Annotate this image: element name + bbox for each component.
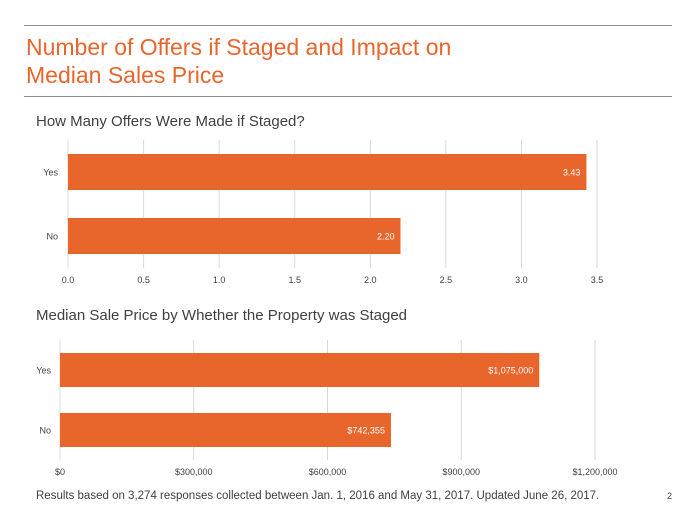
x-tick-label: 1.0 (213, 275, 226, 285)
x-tick-label: 2.0 (364, 275, 377, 285)
offers-bar-chart: 0.0 0.5 1.0 1.5 2.0 2.5 3.0 3.5 3.43 Yes 2.20 No (43, 140, 604, 285)
price-bar-chart: $0 $300,000 $600,000 $900,000 $1,200,000 $1,0… (36, 340, 618, 477)
x-tick-label: $1,200,000 (572, 467, 617, 477)
category-label: Yes (36, 366, 51, 376)
data-label: 2.20 (377, 232, 395, 242)
slide-title-line-1: Number of Offers if Staged and Impact on (26, 34, 452, 60)
x-tick-label: $0 (55, 467, 65, 477)
bar-no (68, 218, 401, 254)
title-rule (24, 96, 672, 97)
category-label: No (39, 426, 51, 436)
x-tick-label: $900,000 (442, 467, 480, 477)
x-tick-label: 1.5 (288, 275, 301, 285)
x-tick-label: 0.0 (62, 275, 75, 285)
category-label: No (46, 232, 58, 242)
page-number: 2 (667, 491, 673, 501)
slide-title: Number of Offers if Staged and Impact on… (26, 33, 666, 89)
slide-title-line-2: Median Sales Price (26, 62, 225, 88)
data-label: $742,355 (347, 426, 385, 436)
category-label: Yes (43, 168, 58, 178)
top-rule (24, 25, 672, 26)
data-label: 3.43 (563, 168, 581, 178)
chart-title-price: Median Sale Price by Whether the Propert… (36, 307, 408, 324)
x-tick-label: $600,000 (309, 467, 347, 477)
bar-yes (68, 154, 587, 190)
x-tick-label: 2.5 (440, 275, 453, 285)
data-label: $1,075,000 (488, 366, 533, 376)
footnote: Results based on 3,274 responses collect… (36, 490, 600, 502)
bar-no (60, 413, 391, 447)
x-tick-label: 0.5 (137, 275, 150, 285)
x-tick-label: 3.5 (591, 275, 604, 285)
bar-yes (60, 353, 540, 387)
chart-title-offers: How Many Offers Were Made if Staged? (36, 113, 305, 130)
x-tick-label: $300,000 (175, 467, 213, 477)
x-tick-label: 3.0 (515, 275, 528, 285)
